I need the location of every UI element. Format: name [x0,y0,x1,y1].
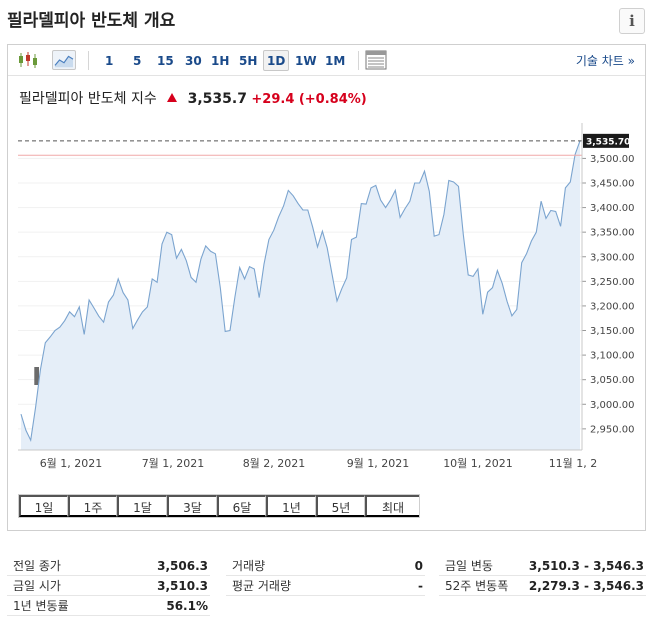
stat-label: 52주 변동폭 [445,579,509,593]
timeframe-1m[interactable]: 1M [321,50,349,71]
range-button-5[interactable]: 1년 [266,495,316,517]
area-chart-icon[interactable] [52,50,76,70]
price-chart[interactable]: Investing.com 2,950.003,000.003,050.003,… [8,123,645,473]
stat-label: 금일 시가 [13,579,61,593]
x-tick-label: 7월 1, 2021 [142,457,205,470]
y-tick-label: 3,200.00 [590,301,635,312]
stat-value: 56.1% [166,599,208,613]
stat-label: 평균 거래량 [232,579,292,593]
stat-row: 금일 시가 3,510.3 [7,576,210,596]
timeframe-1w[interactable]: 1W [291,50,321,71]
price-change-percent: (+0.84%) [298,92,367,107]
timeframe-1d[interactable]: 1D [263,50,290,71]
page-title: 필라델피아 반도체 개요 [7,11,176,31]
stat-value: 3,506.3 [157,559,208,573]
timeframe-30[interactable]: 30 [181,50,206,71]
last-price-tag [583,133,629,148]
stat-label: 거래량 [232,559,266,573]
table-view-icon[interactable] [364,50,388,70]
stat-row: 52주 변동폭 2,279.3 - 3,546.3 [439,576,646,596]
range-button-1[interactable]: 1주 [68,495,117,517]
stat-value: 3,510.3 [157,579,208,593]
chart-toolbar: 기술 차트 » 1 5 15 30 1H 5H 1D 1W 1M [8,45,645,76]
toolbar-separator [88,51,89,70]
stat-value: 2,279.3 - 3,546.3 [528,579,644,593]
stat-row: 금일 변동 3,510.3 - 3,546.3 [439,556,646,576]
timeframe-5[interactable]: 5 [129,50,145,71]
y-tick-label: 3,500.00 [590,154,635,165]
y-tick-label: 3,250.00 [590,277,635,288]
instrument-name: 필라델피아 반도체 지수 [19,91,157,107]
chart-panel: 기술 차트 » 1 5 15 30 1H 5H 1D 1W 1M 필라델피아 반도체 지수 3,… [7,44,646,531]
range-button-2[interactable]: 1달 [117,495,167,517]
y-tick-label: 3,100.00 [590,351,635,362]
range-selector: 1일 1주 1달 3달 6달 1년 5년 최대 [18,494,420,518]
timeframe-1h[interactable]: 1H [207,50,233,71]
last-price-tag-label: 3,535.70 [586,137,630,147]
stat-label: 전일 종가 [13,559,61,573]
range-button-0[interactable]: 1일 [19,495,68,517]
y-tick-label: 3,450.00 [590,178,635,189]
y-tick-label: 2,950.00 [590,424,635,435]
stat-value: - [418,579,423,593]
range-button-7[interactable]: 최대 [365,495,419,517]
x-tick-label: 11월 1, 2 [549,457,598,470]
candlestick-icon[interactable] [16,50,40,70]
y-tick-label: 3,400.00 [590,203,635,214]
range-button-6[interactable]: 5년 [316,495,365,517]
info-button[interactable]: i [619,8,645,34]
technical-chart-link[interactable]: 기술 차트 » [575,54,635,68]
stat-row: 평균 거래량 - [226,576,425,596]
toolbar-separator [358,51,359,70]
range-button-3[interactable]: 3달 [167,495,217,517]
quote-line: 필라델피아 반도체 지수 3,535.7 +29.4 (+0.84%) [19,88,367,108]
y-tick-label: 3,150.00 [590,326,635,337]
stat-value: 3,510.3 - 3,546.3 [528,559,644,573]
y-tick-label: 3,300.00 [590,252,635,263]
timeframe-5h[interactable]: 5H [235,50,261,71]
y-tick-label: 3,050.00 [590,375,635,386]
info-icon: i [629,12,635,30]
x-tick-label: 8월 2, 2021 [243,457,306,470]
range-button-4[interactable]: 6달 [217,495,266,517]
timeframe-1[interactable]: 1 [101,50,117,71]
x-tick-label: 6월 1, 2021 [40,457,103,470]
stat-label: 1년 변동률 [13,599,69,613]
price-area [21,140,580,451]
stat-value: 0 [414,559,423,573]
stat-row: 전일 종가 3,506.3 [7,556,210,576]
x-tick-label: 9월 1, 2021 [347,457,410,470]
price-line [20,140,581,443]
stat-row: 1년 변동률 56.1% [7,596,210,616]
x-tick-label: 10월 1, 2021 [443,457,513,470]
timeframe-15[interactable]: 15 [153,50,178,71]
y-tick-label: 3,000.00 [590,400,635,411]
stat-label: 금일 변동 [445,559,493,573]
price-change: +29.4 [251,92,295,107]
y-tick-label: 3,350.00 [590,228,635,239]
stat-row: 거래량 0 [226,556,425,576]
up-arrow-icon [167,93,178,102]
last-price: 3,535.7 [187,91,247,107]
